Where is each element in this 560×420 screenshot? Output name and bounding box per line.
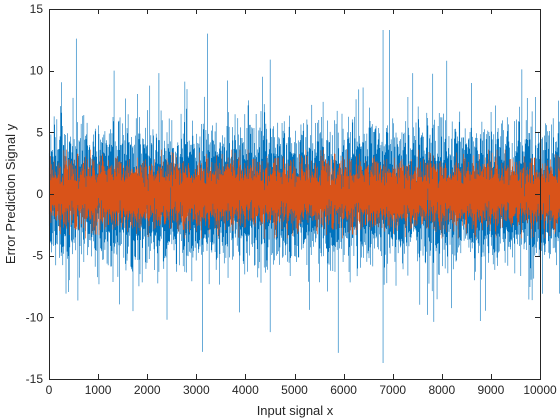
y-tick-label: -5 <box>32 249 43 263</box>
x-axis-label: Input signal x <box>257 403 334 418</box>
y-tick-label: 0 <box>36 187 43 201</box>
y-tick-label: 10 <box>30 64 44 78</box>
x-tick-label: 1000 <box>85 383 112 397</box>
x-tick-label: 2000 <box>134 383 161 397</box>
x-tick-label: 9000 <box>478 383 505 397</box>
x-tick-label: 5000 <box>281 383 308 397</box>
y-tick-label: 5 <box>36 125 43 139</box>
y-tick-label: 15 <box>30 2 44 16</box>
y-tick-label: -15 <box>26 372 44 386</box>
x-tick-label: 0 <box>46 383 53 397</box>
y-tick-label: -10 <box>26 310 44 324</box>
x-tick-label: 6000 <box>330 383 357 397</box>
x-tick-label: 3000 <box>183 383 210 397</box>
y-axis-label: Error Prediction Signal y <box>3 123 18 264</box>
x-tick-label: 7000 <box>379 383 406 397</box>
tick-layer: 0 1000 2000 3000 4000 5000 6000 7000 8000 9000 100… <box>26 2 557 397</box>
x-tick-label: 4000 <box>232 383 259 397</box>
x-tick-label: 10000 <box>523 383 557 397</box>
x-tick-label: 8000 <box>428 383 455 397</box>
